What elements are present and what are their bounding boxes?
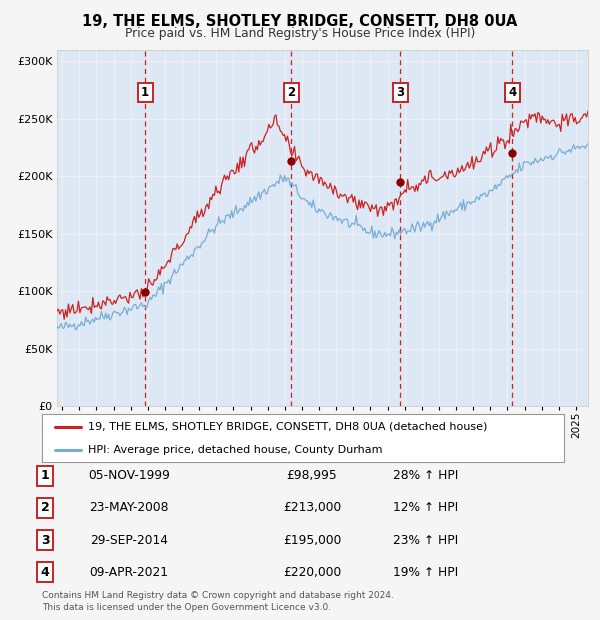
- Text: 05-NOV-1999: 05-NOV-1999: [88, 469, 170, 482]
- Text: 28% ↑ HPI: 28% ↑ HPI: [394, 469, 458, 482]
- Text: 3: 3: [397, 86, 404, 99]
- Text: 29-SEP-2014: 29-SEP-2014: [90, 534, 168, 546]
- Text: 2: 2: [41, 502, 49, 514]
- Text: £195,000: £195,000: [283, 534, 341, 546]
- Text: £213,000: £213,000: [283, 502, 341, 514]
- Text: 1: 1: [141, 86, 149, 99]
- Text: 19, THE ELMS, SHOTLEY BRIDGE, CONSETT, DH8 0UA: 19, THE ELMS, SHOTLEY BRIDGE, CONSETT, D…: [82, 14, 518, 29]
- Text: 4: 4: [41, 566, 49, 578]
- Text: Price paid vs. HM Land Registry's House Price Index (HPI): Price paid vs. HM Land Registry's House …: [125, 27, 475, 40]
- Text: £220,000: £220,000: [283, 566, 341, 578]
- Text: 09-APR-2021: 09-APR-2021: [89, 566, 169, 578]
- Text: Contains HM Land Registry data © Crown copyright and database right 2024.
This d: Contains HM Land Registry data © Crown c…: [42, 591, 394, 612]
- Text: £98,995: £98,995: [287, 469, 337, 482]
- Text: 3: 3: [41, 534, 49, 546]
- Text: 23-MAY-2008: 23-MAY-2008: [89, 502, 169, 514]
- Text: 4: 4: [508, 86, 516, 99]
- Text: 19% ↑ HPI: 19% ↑ HPI: [394, 566, 458, 578]
- Text: 23% ↑ HPI: 23% ↑ HPI: [394, 534, 458, 546]
- Text: 1: 1: [41, 469, 49, 482]
- Text: 12% ↑ HPI: 12% ↑ HPI: [394, 502, 458, 514]
- Text: 19, THE ELMS, SHOTLEY BRIDGE, CONSETT, DH8 0UA (detached house): 19, THE ELMS, SHOTLEY BRIDGE, CONSETT, D…: [88, 422, 487, 432]
- Text: HPI: Average price, detached house, County Durham: HPI: Average price, detached house, Coun…: [88, 445, 382, 455]
- Text: 2: 2: [287, 86, 296, 99]
